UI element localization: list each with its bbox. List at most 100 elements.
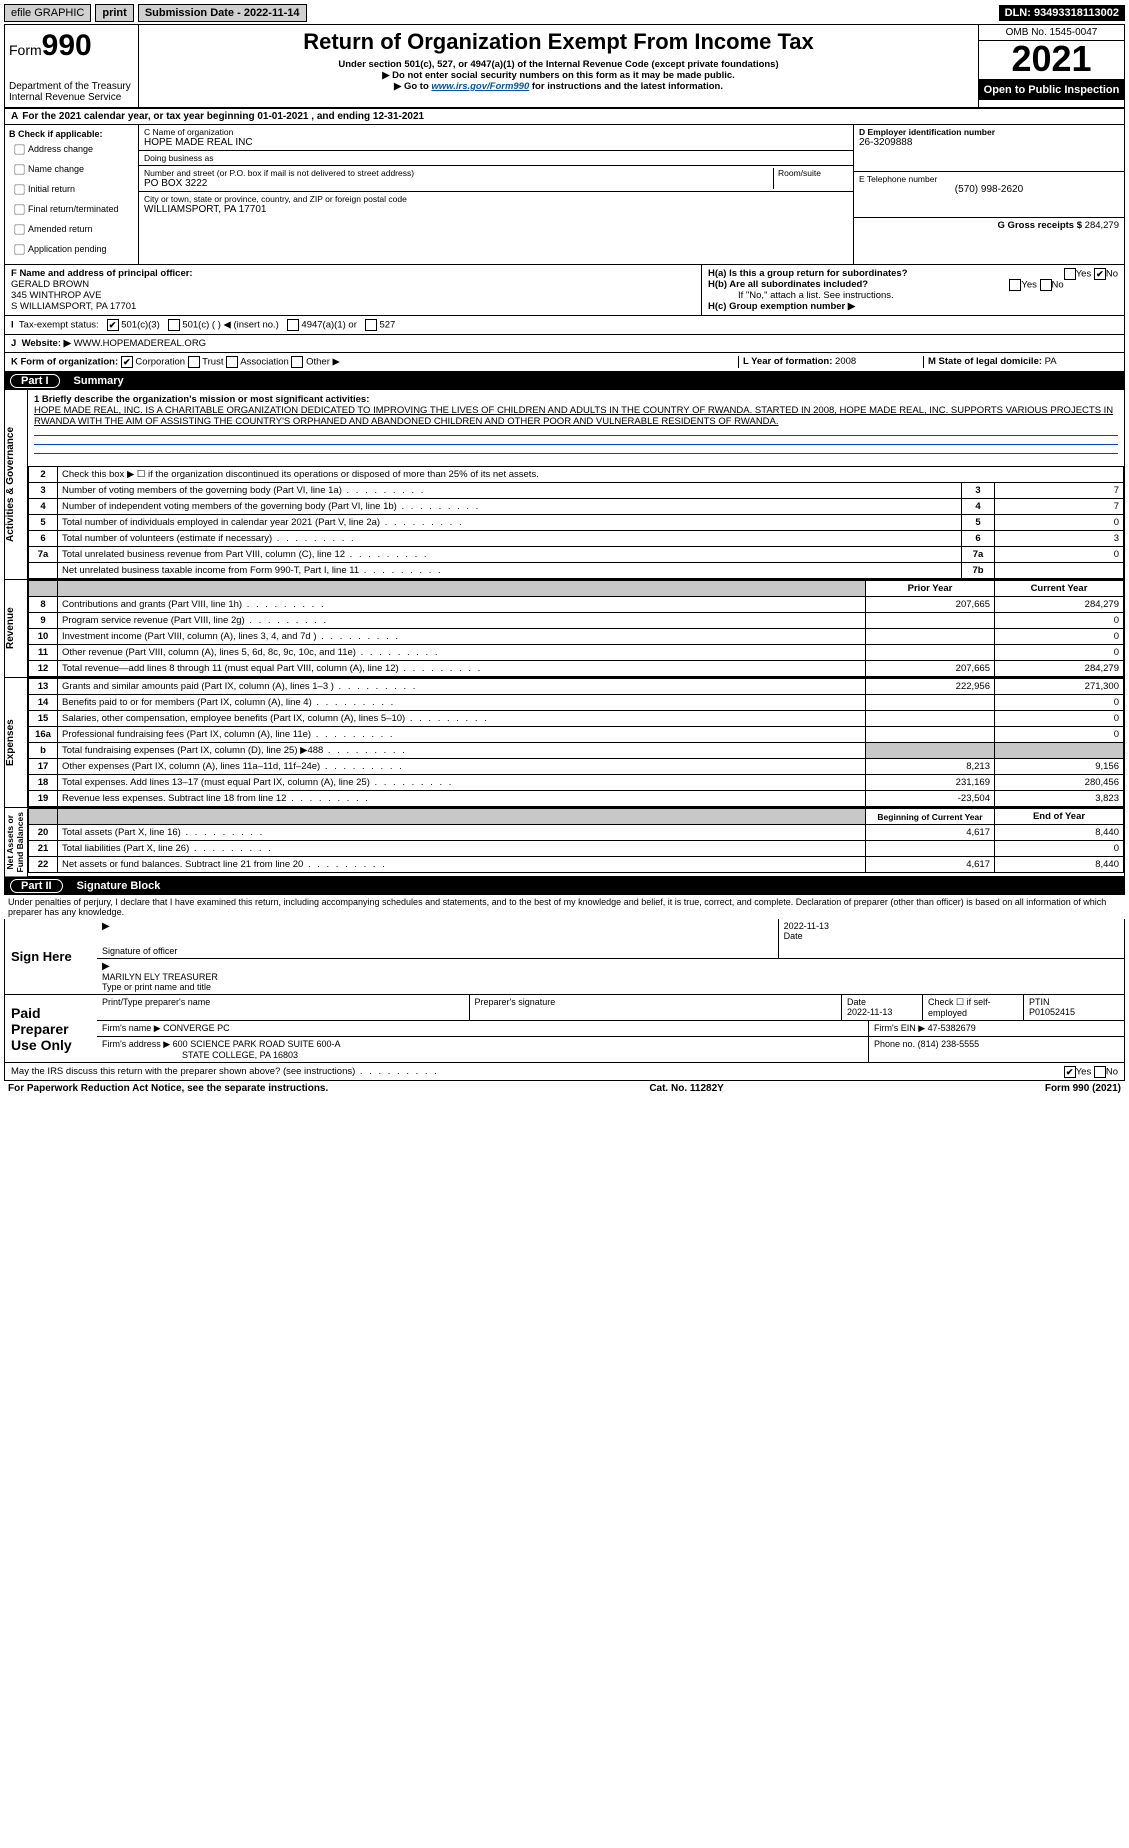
part2-title: Signature Block — [77, 880, 161, 892]
org-name-label: C Name of organization — [144, 127, 848, 137]
phone-value: (570) 998-2620 — [859, 184, 1119, 195]
box-m-label: M State of legal domicile: — [928, 356, 1042, 367]
part1-header: Part I Summary — [4, 372, 1125, 390]
check-4947[interactable] — [287, 319, 299, 331]
table-row: 19Revenue less expenses. Subtract line 1… — [29, 791, 1124, 807]
check-final-return[interactable]: Final return/terminated — [9, 200, 134, 219]
table-row: 14Benefits paid to or for members (Part … — [29, 695, 1124, 711]
table-row: 11Other revenue (Part VIII, column (A), … — [29, 645, 1124, 661]
table-row: 4Number of independent voting members of… — [29, 499, 1124, 515]
h-b-no[interactable] — [1040, 279, 1052, 291]
table-row: 3Number of voting members of the governi… — [29, 483, 1124, 499]
paid-preparer-block: Paid Preparer Use Only Print/Type prepar… — [4, 995, 1125, 1063]
h-b-yes[interactable] — [1009, 279, 1021, 291]
officer-name-title: MARILYN ELY TREASURER — [102, 972, 1119, 982]
check-527[interactable] — [365, 319, 377, 331]
top-toolbar: efile GRAPHIC print Submission Date - 20… — [4, 4, 1125, 22]
discuss-yes[interactable] — [1064, 1066, 1076, 1078]
sig-date-value: 2022-11-13 — [784, 921, 1119, 931]
prior-year-header: Prior Year — [866, 581, 995, 597]
h-a-yes[interactable] — [1064, 268, 1076, 280]
expenses-section: Expenses 13Grants and similar amounts pa… — [4, 678, 1125, 808]
h-a-no[interactable] — [1094, 268, 1106, 280]
firm-ein-value: 47-5382679 — [928, 1023, 976, 1033]
org-name: HOPE MADE REAL INC — [144, 137, 848, 148]
governance-table: 2Check this box ▶ ☐ if the organization … — [28, 466, 1124, 579]
firm-phone-value: (814) 238-5555 — [918, 1039, 980, 1049]
print-button[interactable]: print — [95, 4, 133, 22]
tax-period-row: A For the 2021 calendar year, or tax yea… — [4, 109, 1125, 125]
h-c-label: H(c) Group exemption number ▶ — [708, 301, 855, 312]
officer-addr2: S WILLIAMSPORT, PA 17701 — [11, 301, 136, 312]
mission-text: HOPE MADE REAL, INC. IS A CHARITABLE ORG… — [34, 405, 1113, 427]
footer-left: For Paperwork Reduction Act Notice, see … — [8, 1083, 328, 1094]
phone-label: E Telephone number — [859, 174, 1119, 184]
firm-addr-label: Firm's address ▶ — [102, 1039, 170, 1049]
sig-date-label: Date — [784, 931, 1119, 941]
box-h: H(a) Is this a group return for subordin… — [702, 265, 1124, 315]
box-f-label: F Name and address of principal officer: — [11, 268, 193, 279]
instructions-link[interactable]: www.irs.gov/Form990 — [431, 81, 529, 92]
firm-name-label: Firm's name ▶ — [102, 1023, 161, 1033]
revenue-table: Prior Year Current Year 8Contributions a… — [28, 580, 1124, 677]
table-row: 18Total expenses. Add lines 13–17 (must … — [29, 775, 1124, 791]
current-year-header: Current Year — [995, 581, 1124, 597]
street-value: PO BOX 3222 — [144, 178, 773, 189]
ptin-value: P01052415 — [1029, 1007, 1075, 1017]
check-corporation[interactable] — [121, 356, 133, 368]
paid-preparer-label: Paid Preparer Use Only — [5, 995, 97, 1062]
form-title-block: Return of Organization Exempt From Incom… — [139, 25, 978, 107]
room-label: Room/suite — [778, 168, 848, 178]
check-association[interactable] — [226, 356, 238, 368]
website-url: WWW.HOPEMADEREAL.ORG — [74, 338, 206, 349]
check-name-change[interactable]: Name change — [9, 160, 134, 179]
box-d: D Employer identification number 26-3209… — [853, 125, 1124, 264]
tab-activities: Activities & Governance — [5, 390, 28, 579]
check-501c[interactable] — [168, 319, 180, 331]
check-application-pending[interactable]: Application pending — [9, 240, 134, 259]
check-address-change[interactable]: Address change — [9, 140, 134, 159]
part2-header: Part II Signature Block — [4, 877, 1125, 895]
check-amended-return[interactable]: Amended return — [9, 220, 134, 239]
penalty-statement: Under penalties of perjury, I declare th… — [4, 895, 1125, 919]
submission-date-button[interactable]: Submission Date - 2022-11-14 — [138, 4, 307, 22]
subtitle-3-post: for instructions and the latest informat… — [529, 81, 723, 92]
signature-block: Sign Here Signature of officer 2022-11-1… — [4, 919, 1125, 995]
website-label: Website: ▶ — [22, 338, 71, 349]
discuss-no[interactable] — [1094, 1066, 1106, 1078]
officer-group-block: F Name and address of principal officer:… — [4, 265, 1125, 316]
dln-badge: DLN: 93493318113002 — [999, 5, 1125, 21]
discuss-text: May the IRS discuss this return with the… — [11, 1066, 439, 1077]
check-trust[interactable] — [188, 356, 200, 368]
name-title-label: Type or print name and title — [102, 982, 1119, 992]
form-number: 990 — [42, 29, 92, 62]
check-initial-return[interactable]: Initial return — [9, 180, 134, 199]
dept-label: Department of the Treasury Internal Reve… — [9, 81, 134, 103]
check-other[interactable] — [291, 356, 303, 368]
table-row: 12Total revenue—add lines 8 through 11 (… — [29, 661, 1124, 677]
firm-phone-label: Phone no. — [874, 1039, 915, 1049]
check-501c3[interactable] — [107, 319, 119, 331]
box-k-label: K Form of organization: — [11, 357, 118, 368]
table-row: 6Total number of volunteers (estimate if… — [29, 531, 1124, 547]
table-row: 2Check this box ▶ ☐ if the organization … — [29, 467, 1124, 483]
form-header: Form990 Department of the Treasury Inter… — [4, 24, 1125, 109]
page-footer: For Paperwork Reduction Act Notice, see … — [4, 1081, 1125, 1096]
revenue-section: Revenue Prior Year Current Year 8Contrib… — [4, 580, 1125, 678]
firm-addr2: STATE COLLEGE, PA 16803 — [102, 1050, 298, 1060]
net-assets-table: Beginning of Current Year End of Year 20… — [28, 808, 1124, 873]
self-employed-label: Check ☐ if self-employed — [923, 995, 1024, 1020]
table-row: 7aTotal unrelated business revenue from … — [29, 547, 1124, 563]
table-row: 21Total liabilities (Part X, line 26)0 — [29, 841, 1124, 857]
officer-name: GERALD BROWN — [11, 279, 89, 290]
discuss-row: May the IRS discuss this return with the… — [4, 1063, 1125, 1081]
box-l-label: L Year of formation: — [743, 356, 832, 367]
tax-status-label: Tax-exempt status: — [19, 320, 99, 331]
form-id-block: Form990 Department of the Treasury Inter… — [5, 25, 139, 107]
table-row: 20Total assets (Part X, line 16)4,6178,4… — [29, 825, 1124, 841]
entity-block: B Check if applicable: Address change Na… — [4, 125, 1125, 265]
form-title: Return of Organization Exempt From Incom… — [145, 29, 972, 55]
ein-label: D Employer identification number — [859, 127, 995, 137]
expenses-table: 13Grants and similar amounts paid (Part … — [28, 678, 1124, 807]
firm-ein-label: Firm's EIN ▶ — [874, 1023, 925, 1033]
